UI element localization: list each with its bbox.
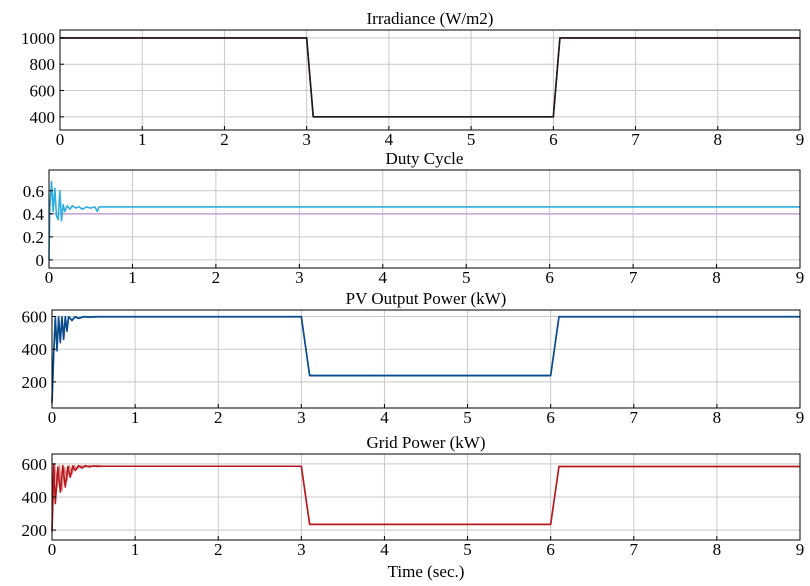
series-line-2 bbox=[60, 37, 800, 118]
x-tick-label: 5 bbox=[463, 540, 472, 559]
x-tick-label: 0 bbox=[48, 408, 57, 427]
x-tick-label: 8 bbox=[712, 268, 721, 287]
plot-area bbox=[59, 29, 801, 131]
plot-area bbox=[48, 169, 801, 269]
x-tick-label: 4 bbox=[380, 540, 389, 559]
y-tick-label: 400 bbox=[22, 340, 48, 359]
x-tick-label: 0 bbox=[56, 130, 65, 149]
plot-border bbox=[59, 29, 801, 131]
plot-area bbox=[51, 309, 801, 409]
x-tick-label: 4 bbox=[379, 268, 388, 287]
y-tick-label: 0 bbox=[36, 251, 45, 270]
x-tick-label: 1 bbox=[131, 540, 140, 559]
series-line-2 bbox=[51, 316, 800, 404]
x-tick-label: 2 bbox=[220, 130, 229, 149]
y-tick-label: 0.2 bbox=[23, 228, 44, 247]
subplot-3: 0 1 2 3 4 5 6 7 8 9 200 400 600 PV Output Power (kW) bbox=[22, 289, 805, 427]
y-tick-label: 600 bbox=[22, 308, 48, 327]
subplot-title: Grid Power (kW) bbox=[367, 433, 486, 452]
y-tick-label: 400 bbox=[30, 108, 56, 127]
x-tick-label: 3 bbox=[297, 540, 306, 559]
x-tick-label: 3 bbox=[297, 408, 306, 427]
y-tick-label: 200 bbox=[22, 521, 48, 540]
x-tick-label: 9 bbox=[796, 130, 805, 149]
x-tick-label: 7 bbox=[630, 408, 639, 427]
y-tick-label: 800 bbox=[30, 55, 56, 74]
x-tick-label: 5 bbox=[463, 408, 472, 427]
x-tick-label: 6 bbox=[546, 408, 555, 427]
x-tick-label: 9 bbox=[796, 540, 805, 559]
x-tick-label: 4 bbox=[380, 408, 389, 427]
x-tick-label: 9 bbox=[796, 268, 805, 287]
x-tick-label: 5 bbox=[467, 130, 476, 149]
x-tick-label: 0 bbox=[48, 540, 57, 559]
x-tick-label: 6 bbox=[546, 540, 555, 559]
x-tick-label: 7 bbox=[629, 268, 638, 287]
x-tick-label: 6 bbox=[549, 130, 558, 149]
subplot-4: 0 1 2 3 4 5 6 7 8 9 200 400 600 Grid Power (kW) Time (… bbox=[22, 433, 805, 581]
subplot-title: Duty Cycle bbox=[386, 149, 464, 168]
subplot-title: PV Output Power (kW) bbox=[346, 289, 507, 308]
x-tick-label: 3 bbox=[302, 130, 311, 149]
x-tick-label: 8 bbox=[714, 130, 723, 149]
x-tick-label: 7 bbox=[630, 540, 639, 559]
x-tick-label: 7 bbox=[631, 130, 640, 149]
x-tick-label: 9 bbox=[796, 408, 805, 427]
plot-border bbox=[48, 169, 801, 269]
x-tick-label: 6 bbox=[545, 268, 554, 287]
series-line-2 bbox=[51, 463, 800, 532]
x-axis-label: Time (sec.) bbox=[388, 562, 465, 581]
series-line-2 bbox=[48, 180, 800, 260]
y-tick-label: 600 bbox=[22, 455, 48, 474]
y-tick-label: 1000 bbox=[21, 29, 55, 48]
x-tick-label: 1 bbox=[138, 130, 147, 149]
x-tick-label: 2 bbox=[212, 268, 221, 287]
x-tick-label: 1 bbox=[128, 268, 137, 287]
y-tick-label: 0.4 bbox=[23, 205, 45, 224]
x-tick-label: 8 bbox=[713, 540, 722, 559]
x-tick-label: 4 bbox=[385, 130, 394, 149]
y-tick-label: 400 bbox=[22, 488, 48, 507]
x-tick-label: 2 bbox=[214, 408, 223, 427]
y-tick-label: 0.6 bbox=[23, 182, 44, 201]
y-tick-label: 200 bbox=[22, 373, 48, 392]
y-tick-label: 600 bbox=[30, 82, 56, 101]
x-tick-label: 8 bbox=[713, 408, 722, 427]
plot-border bbox=[51, 309, 801, 409]
subplot-title: Irradiance (W/m2) bbox=[367, 9, 494, 28]
subplot-2: 0 1 2 3 4 5 6 7 8 9 0 0.2 0.4 0.6 Duty Cycle bbox=[23, 149, 805, 287]
subplot-1: 0 1 2 3 4 5 6 7 8 9 400 600 800 1000 Irradiance (W/m2) bbox=[21, 9, 804, 149]
x-tick-label: 2 bbox=[214, 540, 223, 559]
x-tick-label: 1 bbox=[131, 408, 140, 427]
x-tick-label: 3 bbox=[295, 268, 304, 287]
x-tick-label: 5 bbox=[462, 268, 471, 287]
x-tick-label: 0 bbox=[45, 268, 54, 287]
